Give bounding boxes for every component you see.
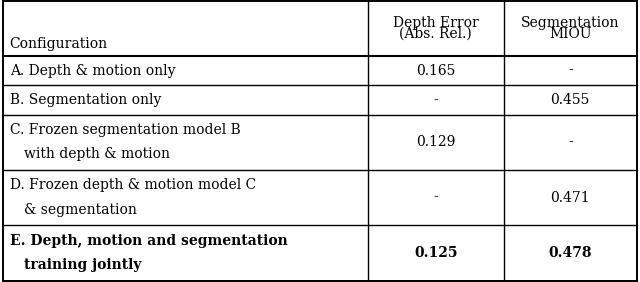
Text: C. Frozen segmentation model B: C. Frozen segmentation model B — [10, 123, 241, 137]
Text: with depth & motion: with depth & motion — [24, 147, 170, 161]
Text: training jointly: training jointly — [24, 258, 141, 272]
Text: D. Frozen depth & motion model C: D. Frozen depth & motion model C — [10, 179, 256, 192]
Text: B. Segmentation only: B. Segmentation only — [10, 93, 161, 107]
Text: -: - — [433, 191, 438, 204]
Text: 0.478: 0.478 — [548, 246, 592, 260]
Text: 0.129: 0.129 — [416, 135, 455, 149]
Text: (Abs. Rel.): (Abs. Rel.) — [399, 27, 472, 41]
Text: Segmentation: Segmentation — [521, 16, 620, 30]
Text: 0.125: 0.125 — [414, 246, 458, 260]
Text: & segmentation: & segmentation — [24, 203, 136, 217]
Text: -: - — [433, 93, 438, 107]
Text: 0.165: 0.165 — [416, 63, 455, 78]
Text: A. Depth & motion only: A. Depth & motion only — [10, 63, 175, 78]
Text: Configuration: Configuration — [10, 37, 108, 51]
Text: MIOU: MIOU — [549, 27, 591, 41]
Text: 0.455: 0.455 — [550, 93, 590, 107]
Text: -: - — [568, 63, 573, 78]
Text: Depth Error: Depth Error — [393, 16, 479, 30]
Text: 0.471: 0.471 — [550, 191, 590, 204]
Text: -: - — [568, 135, 573, 149]
Text: E. Depth, motion and segmentation: E. Depth, motion and segmentation — [10, 234, 287, 248]
